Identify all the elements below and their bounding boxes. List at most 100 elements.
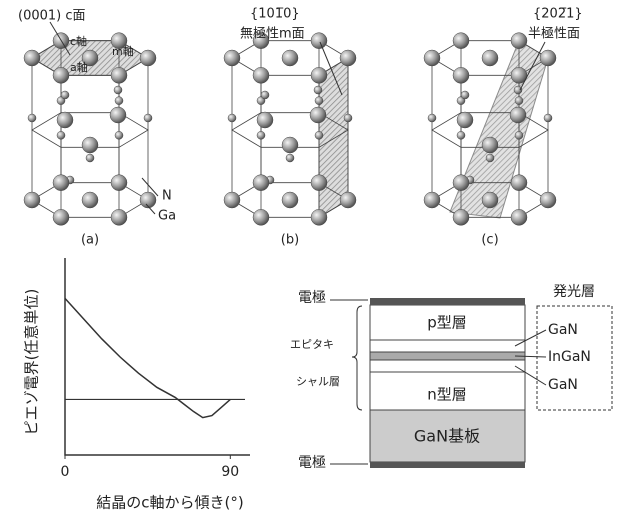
atom [282, 50, 298, 66]
axes [65, 258, 250, 455]
atom [482, 50, 498, 66]
atom [53, 175, 69, 191]
panel-label: (a) [81, 233, 99, 248]
atom [310, 107, 326, 123]
epitaxial-label: エピタキ [290, 338, 334, 351]
atom [461, 91, 469, 99]
atom [340, 50, 356, 66]
atom [344, 114, 352, 122]
atom [115, 97, 123, 105]
atom [340, 192, 356, 208]
atom [114, 86, 122, 94]
axis-label: a軸 [70, 60, 88, 74]
axis-label: c軸 [70, 34, 87, 48]
atom [311, 67, 327, 83]
atom [486, 154, 494, 162]
atom [482, 192, 498, 208]
atom [510, 107, 526, 123]
y-axis-label: ピエゾ電界(任意単位) [23, 289, 41, 436]
atom [311, 209, 327, 225]
atom [86, 154, 94, 162]
atom [28, 114, 36, 122]
atom [311, 175, 327, 191]
atom [453, 67, 469, 83]
atom [453, 209, 469, 225]
atom [457, 112, 473, 128]
atom [515, 131, 523, 139]
atom [511, 209, 527, 225]
atom [111, 67, 127, 83]
active-layer-label: 発光層 [553, 284, 595, 300]
layer [370, 352, 525, 360]
electrode [370, 462, 525, 468]
layer-label: InGaN [548, 349, 591, 365]
atom [253, 175, 269, 191]
x-axis-label: 結晶のc軸から傾き(°) [96, 494, 243, 512]
plane-label: {101̅0} [250, 7, 300, 22]
atom [57, 112, 73, 128]
atom [57, 131, 65, 139]
layer-label: GaN [548, 377, 578, 393]
plane-label: (0001) c面 [18, 9, 86, 24]
atom [544, 114, 552, 122]
atom [514, 86, 522, 94]
axis-label: m軸 [112, 44, 134, 58]
atom [228, 114, 236, 122]
atom [111, 175, 127, 191]
atom [428, 114, 436, 122]
atom [511, 33, 527, 49]
atom [24, 50, 40, 66]
atom [315, 97, 323, 105]
panel-label: (c) [481, 233, 498, 248]
layer [370, 360, 525, 372]
atom [282, 137, 298, 153]
atom [315, 131, 323, 139]
electrode-label: 電極 [298, 455, 326, 471]
atom [110, 107, 126, 123]
atom [540, 192, 556, 208]
figure: (a) (b) (c) (0001) c面 c軸 m軸 a軸 N Ga {101̅0} 無極性m面 {… [0, 0, 623, 521]
atom [253, 67, 269, 83]
atom [24, 192, 40, 208]
plane-label: {202̅1} [533, 7, 583, 22]
atom [257, 112, 273, 128]
atom [140, 50, 156, 66]
plane-name: 半極性面 [528, 26, 580, 42]
panel-label: (b) [281, 233, 299, 248]
atom [453, 175, 469, 191]
x-tick-label: 90 [221, 464, 239, 480]
atom [257, 131, 265, 139]
atom [457, 131, 465, 139]
atom [424, 192, 440, 208]
atom [115, 131, 123, 139]
atom [511, 175, 527, 191]
atom [286, 154, 294, 162]
atom [482, 137, 498, 153]
atom [82, 192, 98, 208]
atom [61, 91, 69, 99]
atom [82, 137, 98, 153]
atom [282, 192, 298, 208]
layer-label: GaN基板 [414, 427, 480, 446]
layer-label: n型層 [427, 386, 467, 404]
atom [311, 33, 327, 49]
atom [224, 50, 240, 66]
atom [224, 192, 240, 208]
brace [352, 306, 362, 410]
atom [53, 67, 69, 83]
atom [261, 91, 269, 99]
electrode [370, 298, 525, 305]
atom [453, 33, 469, 49]
layer-label: GaN [548, 322, 578, 338]
atom [314, 86, 322, 94]
plane-name: 無極性m面 [240, 26, 305, 42]
atom [540, 50, 556, 66]
atom-label: N [162, 189, 172, 204]
electrode-label: 電極 [298, 290, 326, 306]
atom-label: Ga [158, 209, 176, 224]
atom [111, 209, 127, 225]
epitaxial-label: シャル層 [296, 375, 340, 388]
x-tick-label: 0 [61, 464, 70, 480]
layer-label: p型層 [427, 314, 467, 332]
atom [144, 114, 152, 122]
